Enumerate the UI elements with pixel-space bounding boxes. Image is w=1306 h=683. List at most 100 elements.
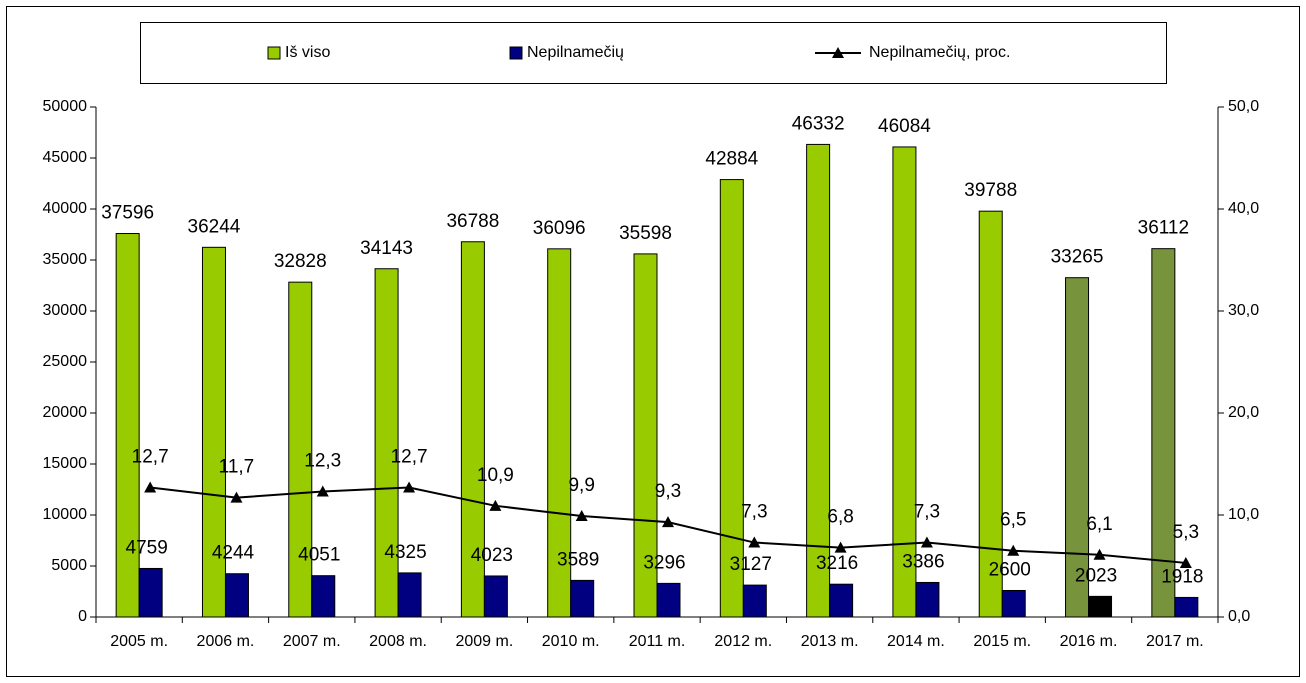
legend-box — [140, 22, 1167, 84]
bar — [1065, 277, 1090, 618]
bar — [633, 253, 658, 618]
x-tick-label: 2017 m. — [1146, 633, 1204, 650]
data-label: 2600 — [989, 559, 1031, 580]
legend-label: Nepilnamečių — [527, 44, 624, 61]
data-label: 7,3 — [914, 502, 940, 523]
x-tick-label: 2007 m. — [283, 633, 341, 650]
data-label: 4325 — [384, 542, 426, 563]
x-tick-label: 2012 m. — [714, 633, 772, 650]
bar — [892, 146, 917, 618]
data-label: 12,7 — [132, 446, 169, 467]
bar — [656, 582, 681, 618]
x-tick-label: 2013 m. — [801, 633, 859, 650]
y-tick-label: 45000 — [43, 149, 88, 166]
y-tick-label: 40000 — [43, 200, 88, 217]
data-label: 4759 — [126, 537, 168, 558]
data-label: 12,3 — [304, 451, 341, 472]
y-tick-label: 50000 — [43, 98, 88, 115]
data-label: 7,3 — [741, 502, 767, 523]
data-label: 32828 — [274, 251, 327, 272]
bar — [1151, 248, 1176, 618]
data-label: 3216 — [816, 553, 858, 574]
legend-swatch — [267, 46, 281, 60]
data-label: 33265 — [1051, 247, 1104, 268]
marker — [920, 536, 933, 548]
data-label: 4023 — [471, 545, 513, 566]
data-label: 5,3 — [1173, 522, 1199, 543]
data-label: 4051 — [298, 545, 340, 566]
data-label: 36788 — [446, 211, 499, 232]
data-label: 3589 — [557, 549, 599, 570]
y-tick-label: 10000 — [43, 506, 88, 523]
y2-tick-label: 50,0 — [1228, 98, 1259, 115]
marker — [230, 491, 243, 503]
y-tick-label: 25000 — [43, 353, 88, 370]
data-label: 3127 — [730, 554, 772, 575]
data-label: 1918 — [1161, 566, 1203, 587]
data-label: 6,5 — [1000, 510, 1026, 531]
y-tick-label: 5000 — [51, 557, 87, 574]
y2-tick-label: 0,0 — [1228, 608, 1250, 625]
x-tick-label: 2006 m. — [197, 633, 255, 650]
marker — [316, 485, 329, 497]
marker — [403, 481, 416, 493]
marker — [144, 481, 157, 493]
data-label: 36096 — [533, 218, 586, 239]
x-tick-label: 2008 m. — [369, 633, 427, 650]
bar — [483, 575, 508, 618]
data-label: 9,3 — [655, 481, 681, 502]
marker — [1093, 548, 1106, 560]
bar — [460, 241, 485, 618]
data-label: 11,7 — [219, 457, 255, 478]
x-tick-label: 2009 m. — [455, 633, 513, 650]
y-tick-label: 30000 — [43, 302, 88, 319]
y2-tick-label: 30,0 — [1228, 302, 1259, 319]
marker — [575, 510, 588, 522]
legend-label: Nepilnamečių, proc. — [869, 44, 1010, 61]
y-tick-label: 15000 — [43, 455, 88, 472]
bar — [547, 248, 572, 618]
x-tick-label: 2016 m. — [1060, 633, 1118, 650]
legend-marker — [832, 47, 844, 58]
data-label: 42884 — [705, 149, 758, 170]
data-label: 6,8 — [827, 507, 853, 528]
bar — [224, 573, 249, 618]
marker — [662, 516, 674, 528]
x-tick-label: 2005 m. — [110, 633, 168, 650]
data-label: 37596 — [101, 203, 154, 224]
y2-tick-label: 40,0 — [1228, 200, 1259, 217]
data-label: 46084 — [878, 116, 931, 137]
marker — [1179, 556, 1192, 568]
bar — [115, 233, 140, 618]
bar — [1088, 595, 1113, 618]
marker — [489, 499, 502, 511]
x-tick-label: 2015 m. — [973, 633, 1031, 650]
data-label: 10,9 — [477, 465, 514, 486]
bar — [806, 143, 831, 618]
marker — [834, 541, 847, 553]
marker — [748, 536, 761, 548]
legend-swatch — [509, 46, 523, 60]
data-label: 39788 — [964, 180, 1017, 201]
bar — [201, 246, 226, 618]
x-tick-label: 2011 m. — [629, 633, 686, 650]
bar — [374, 268, 399, 618]
y-tick-label: 35000 — [43, 251, 88, 268]
y2-tick-label: 20,0 — [1228, 404, 1259, 421]
data-label: 46332 — [792, 113, 845, 134]
data-label: 36244 — [188, 216, 241, 237]
bar — [138, 567, 163, 618]
y-tick-label: 0 — [78, 608, 87, 625]
bar — [288, 281, 313, 618]
bar — [1001, 589, 1026, 618]
bar — [829, 583, 854, 618]
bar — [397, 572, 422, 618]
bar — [311, 575, 336, 618]
y-tick-label: 20000 — [43, 404, 88, 421]
bar — [1174, 596, 1199, 618]
legend-label: Iš viso — [285, 44, 330, 61]
data-label: 12,7 — [391, 446, 428, 467]
data-label: 36112 — [1138, 218, 1189, 239]
x-tick-label: 2010 m. — [542, 633, 600, 650]
